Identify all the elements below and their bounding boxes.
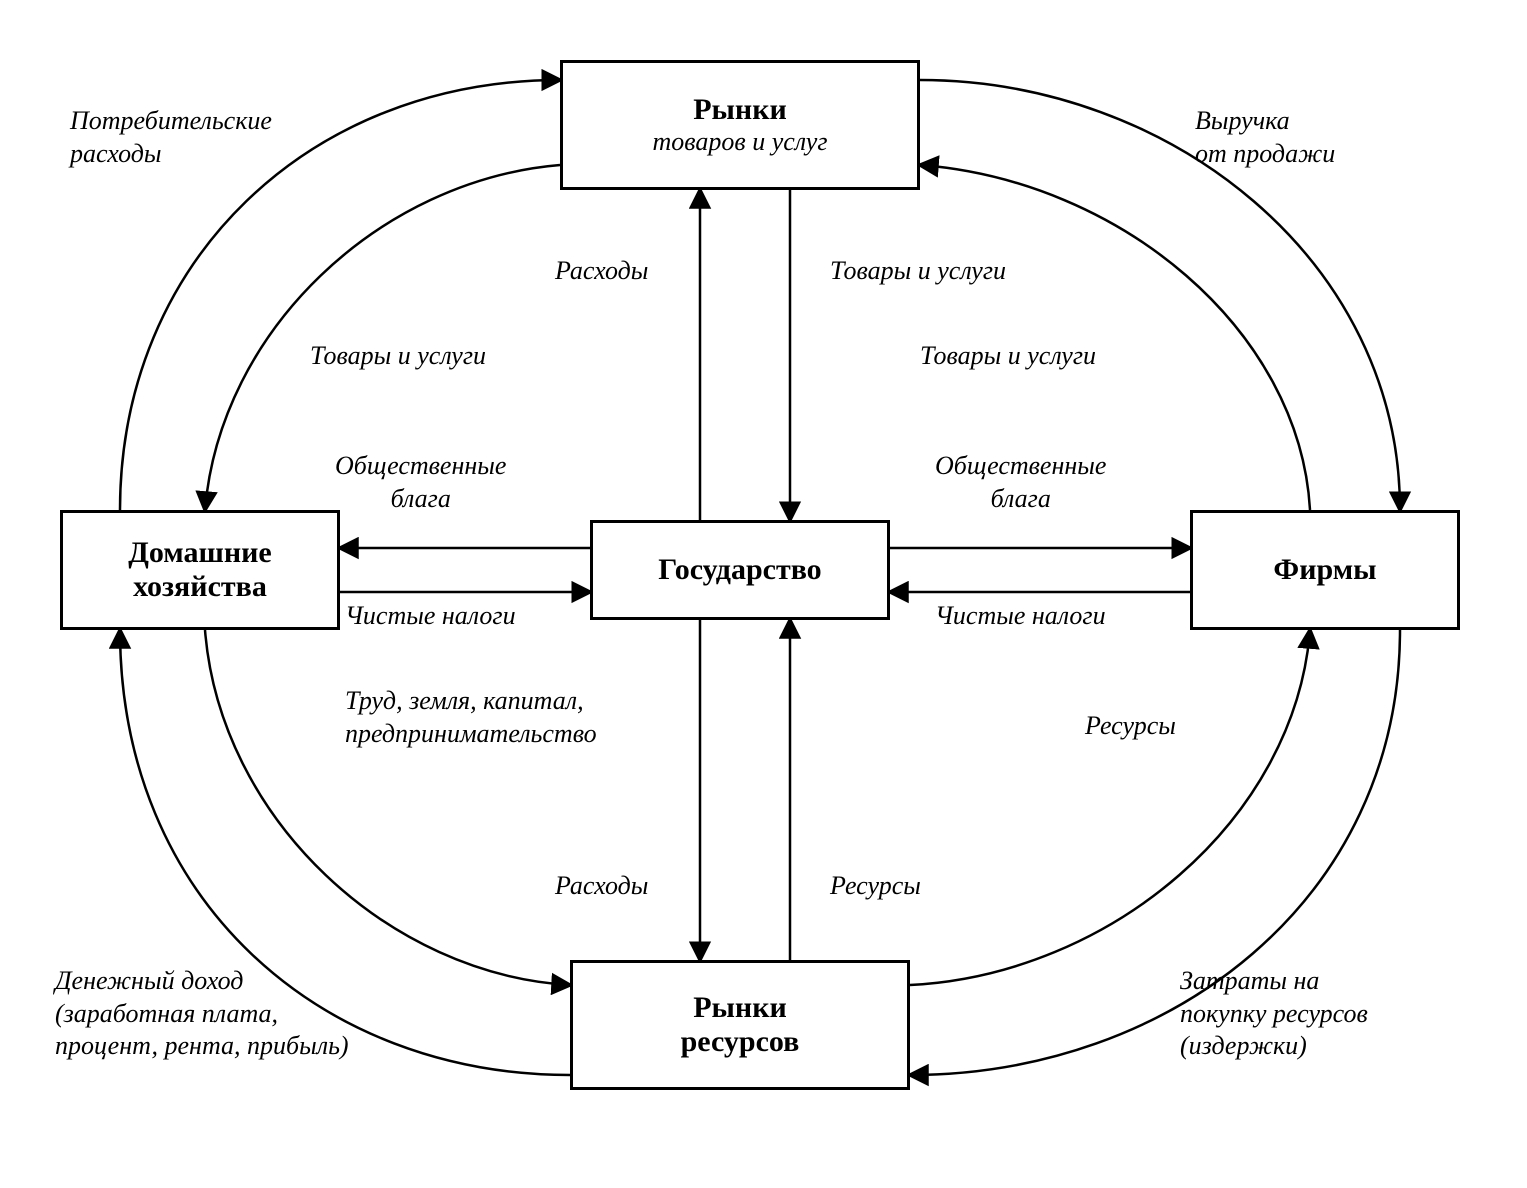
label-resources-right: Ресурсы [1085, 710, 1176, 743]
node-households: Домашние хозяйства [60, 510, 340, 630]
label-public-goods-right: Общественные блага [935, 450, 1106, 515]
node-title: Домашние хозяйства [128, 536, 272, 604]
label-goods-right: Товары и услуги [920, 340, 1096, 373]
node-markets-goods: Рынки товаров и услуг [560, 60, 920, 190]
label-consumer-spending: Потребительские расходы [70, 105, 272, 170]
node-markets-resources: Рынки ресурсов [570, 960, 910, 1090]
label-expenses-bottom: Расходы [555, 870, 648, 903]
node-title: Фирмы [1273, 553, 1376, 587]
node-firms: Фирмы [1190, 510, 1460, 630]
label-goods-left: Товары и услуги [310, 340, 486, 373]
label-goods-top-right: Товары и услуги [830, 255, 1006, 288]
node-sub: товаров и услуг [653, 127, 828, 157]
label-public-goods-left: Общественные блага [335, 450, 506, 515]
label-sales-revenue: Выручка от продажи [1195, 105, 1335, 170]
node-title: Рынки ресурсов [681, 991, 800, 1059]
label-resources-center: Ресурсы [830, 870, 921, 903]
label-net-taxes-right: Чистые налоги [935, 600, 1106, 633]
label-resource-costs: Затраты на покупку ресурсов (издержки) [1180, 965, 1368, 1063]
node-title: Рынки [693, 93, 787, 127]
label-labor-etc: Труд, земля, капитал, предпринимательств… [345, 685, 597, 750]
label-net-taxes-left: Чистые налоги [345, 600, 516, 633]
node-government: Государство [590, 520, 890, 620]
edge-inner-bottom-right [910, 630, 1310, 985]
edge-inner-bottom-left [205, 630, 570, 985]
diagram-stage: Рынки товаров и услуг Домашние хозяйства… [0, 0, 1527, 1188]
node-title: Государство [658, 553, 821, 587]
label-expenses-top: Расходы [555, 255, 648, 288]
label-money-income: Денежный доход (заработная плата, процен… [55, 965, 349, 1063]
